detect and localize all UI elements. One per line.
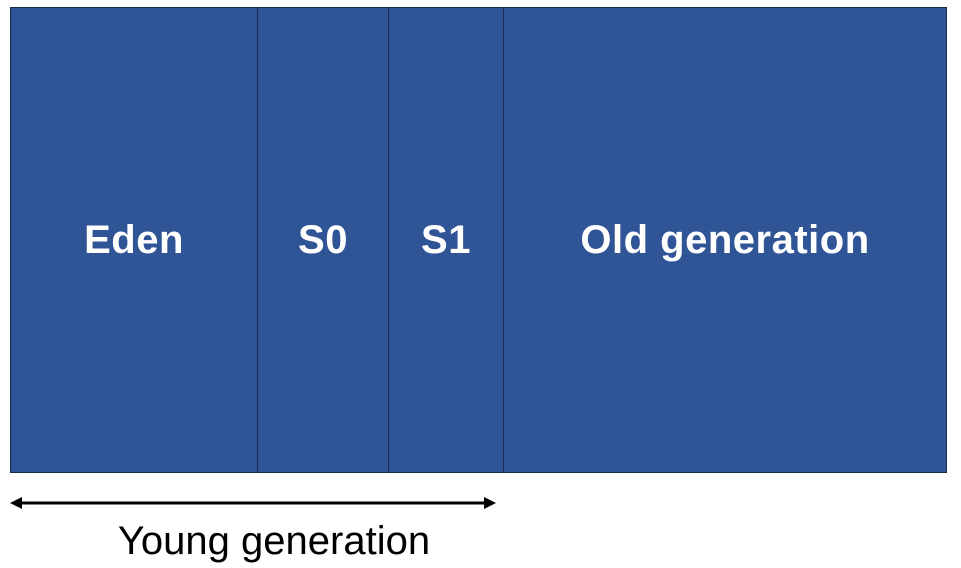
old-generation-label: Old generation [580, 217, 870, 262]
survivor-s0-region: S0 [258, 8, 389, 472]
s1-label: S1 [421, 217, 471, 262]
s0-label: S0 [298, 217, 348, 262]
young-generation-label: Young generation [117, 519, 431, 563]
eden-label: Eden [84, 217, 184, 262]
eden-region: Eden [11, 8, 258, 472]
old-generation-region: Old generation [504, 8, 946, 472]
heap-memory-bar: Eden S0 S1 Old generation [10, 7, 947, 473]
young-generation-arrow [10, 497, 496, 509]
survivor-s1-region: S1 [389, 8, 504, 472]
